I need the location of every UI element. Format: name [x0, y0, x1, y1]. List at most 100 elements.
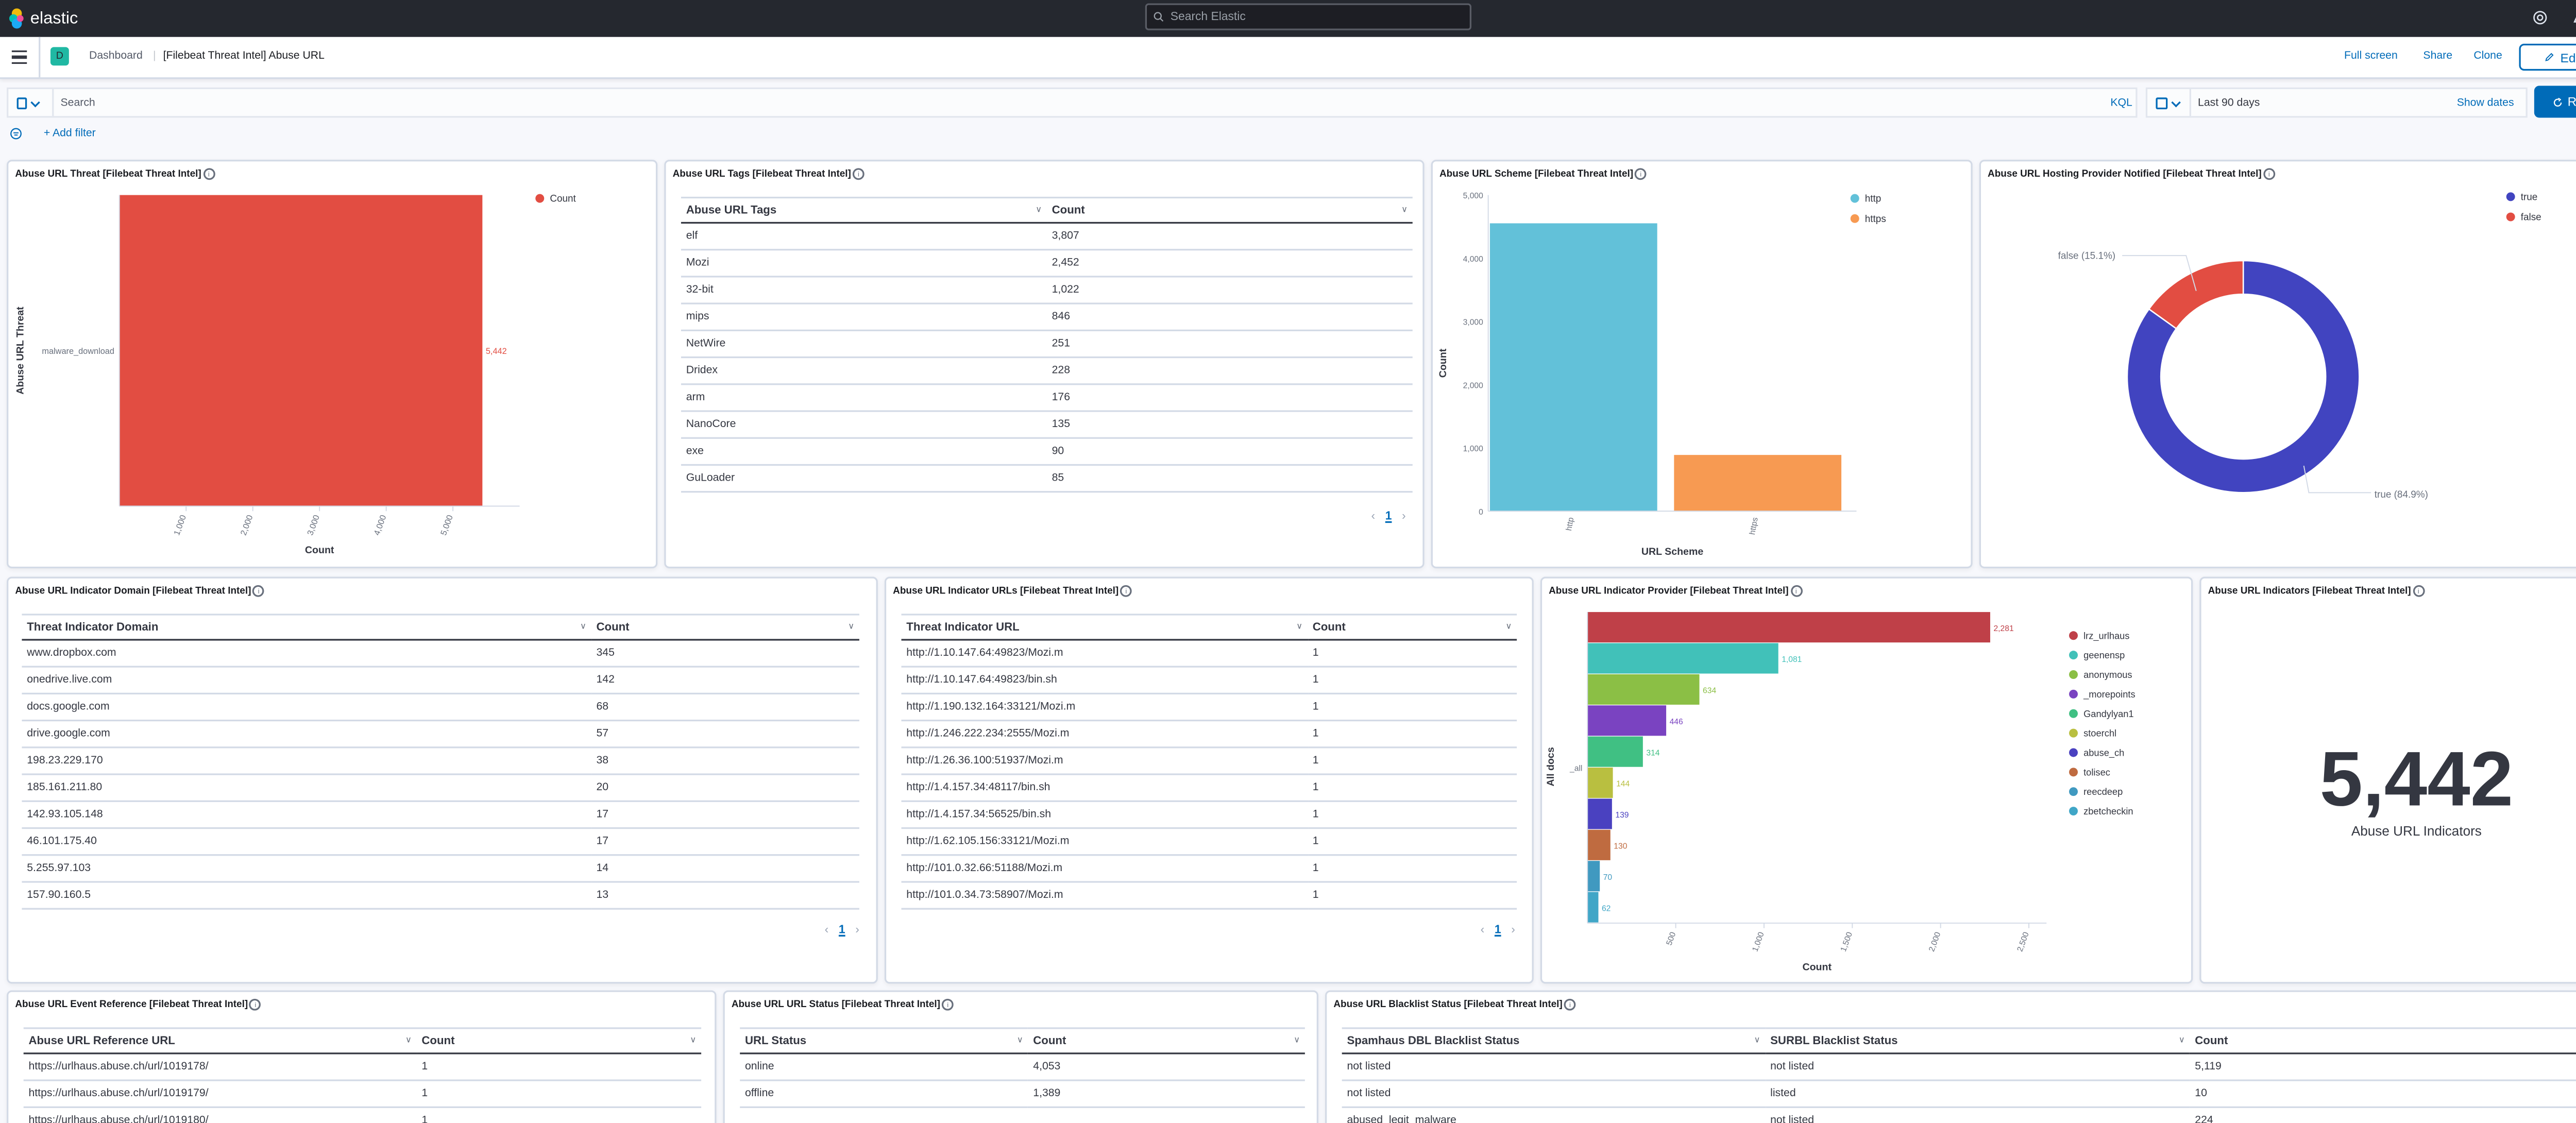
table-cell[interactable]: 224 — [2190, 1107, 2576, 1123]
table-cell[interactable]: 4,053 — [1028, 1053, 1305, 1081]
page-number-button[interactable]: 1 — [1494, 925, 1501, 937]
table-cell[interactable]: 2,452 — [1046, 249, 1413, 278]
legend-item[interactable]: tolisec — [2083, 767, 2110, 777]
table-cell[interactable]: 38 — [591, 747, 859, 775]
table-cell[interactable]: http://1.10.147.64:49823/Mozi.m — [901, 639, 1308, 668]
table-cell[interactable]: 10 — [2190, 1080, 2576, 1108]
chevron-down-icon[interactable]: ∨ — [848, 622, 855, 633]
info-icon[interactable]: i — [2263, 168, 2275, 180]
table-cell[interactable]: not listed — [1342, 1053, 1766, 1081]
table-cell[interactable]: online — [740, 1053, 1028, 1081]
table-cell[interactable]: 157.90.160.5 — [22, 881, 591, 910]
legend-item[interactable]: Gandylyan1 — [2083, 708, 2133, 719]
chevron-down-icon[interactable]: ∨ — [580, 622, 586, 633]
info-icon[interactable]: i — [252, 585, 265, 597]
legend-item[interactable]: anonymous — [2083, 669, 2132, 680]
news-feed-icon[interactable] — [2571, 10, 2576, 25]
table-cell[interactable]: 198.23.229.170 — [22, 747, 591, 775]
legend-item[interactable]: abuse_ch — [2083, 747, 2124, 758]
column-header[interactable]: Abuse URL Tags ∨ — [681, 196, 1047, 224]
table-cell[interactable]: 135 — [1046, 411, 1413, 439]
chevron-left-icon[interactable]: ‹ — [1480, 925, 1485, 937]
info-icon[interactable]: i — [1635, 168, 1647, 180]
chevron-left-icon[interactable]: ‹ — [1371, 511, 1376, 523]
chevron-down-icon[interactable] — [30, 97, 40, 108]
table-cell[interactable]: Dridex — [681, 357, 1047, 385]
table-cell[interactable]: 1 — [1307, 667, 1517, 695]
table-cell[interactable]: 142 — [591, 667, 859, 695]
info-icon[interactable]: i — [202, 168, 215, 180]
table-cell[interactable]: abused_legit_malware — [1342, 1107, 1766, 1123]
table-cell[interactable]: GuLoader — [681, 465, 1047, 493]
table-cell[interactable]: http://101.0.32.66:51188/Mozi.m — [901, 855, 1308, 883]
chevron-left-icon[interactable]: ‹ — [824, 925, 829, 937]
table-cell[interactable]: NanoCore — [681, 411, 1047, 439]
table-cell[interactable]: exe — [681, 438, 1047, 466]
table-cell[interactable]: 1 — [1307, 855, 1517, 883]
table-cell[interactable]: 14 — [591, 855, 859, 883]
share-link[interactable]: Share — [2423, 50, 2453, 62]
breadcrumb-dashboard[interactable]: Dashboard — [89, 50, 143, 62]
column-header[interactable]: Count∨ — [2190, 1027, 2576, 1054]
time-range[interactable]: Last 90 days — [2198, 97, 2260, 110]
table-cell[interactable]: 1 — [1307, 801, 1517, 829]
filter-options-icon[interactable] — [10, 128, 22, 140]
table-cell[interactable]: not listed — [1342, 1080, 1766, 1108]
query-search-input[interactable]: Search — [60, 97, 95, 110]
table-cell[interactable]: 1 — [416, 1080, 702, 1108]
global-search-input[interactable]: Search Elastic — [1145, 3, 1471, 30]
elastic-logo[interactable]: elastic — [8, 7, 78, 30]
info-icon[interactable]: i — [1790, 585, 1802, 597]
table-cell[interactable]: 5,119 — [2190, 1053, 2576, 1081]
table-cell[interactable]: http://1.246.222.234:2555/Mozi.m — [901, 720, 1308, 748]
table-cell[interactable]: https://urlhaus.abuse.ch/url/1019178/ — [23, 1053, 417, 1081]
column-header[interactable]: Count∨ — [1307, 614, 1517, 641]
table-cell[interactable]: 846 — [1046, 303, 1413, 332]
table-cell[interactable]: 1 — [1307, 774, 1517, 802]
info-icon[interactable]: i — [1120, 585, 1132, 597]
table-cell[interactable]: 1,389 — [1028, 1080, 1305, 1108]
table-cell[interactable]: onedrive.live.com — [22, 667, 591, 695]
table-cell[interactable]: elf — [681, 223, 1047, 251]
table-cell[interactable]: https://urlhaus.abuse.ch/url/1019180/ — [23, 1107, 417, 1123]
page-number-button[interactable]: 1 — [838, 925, 845, 937]
table-cell[interactable]: http://1.4.157.34:56525/bin.sh — [901, 801, 1308, 829]
info-icon[interactable]: i — [249, 998, 262, 1011]
kql-toggle[interactable]: KQL — [2110, 97, 2132, 110]
table-cell[interactable]: NetWire — [681, 330, 1047, 359]
table-cell[interactable]: http://1.62.105.156:33121/Mozi.m — [901, 828, 1308, 856]
legend-item[interactable]: https — [1865, 214, 1886, 225]
column-header[interactable]: SURBL Blacklist Status ∨ — [1765, 1027, 2190, 1054]
legend-item[interactable]: zbetcheckin — [2083, 806, 2133, 816]
table-cell[interactable]: 20 — [591, 774, 859, 802]
column-header[interactable]: URL Status ∨ — [740, 1027, 1028, 1054]
column-header[interactable]: Abuse URL Reference URL ∨ — [23, 1027, 417, 1054]
table-cell[interactable]: 57 — [591, 720, 859, 748]
table-cell[interactable]: Mozi — [681, 249, 1047, 278]
column-header[interactable]: Spamhaus DBL Blacklist Status ∨ — [1342, 1027, 1766, 1054]
saved-query-icon[interactable] — [16, 96, 27, 109]
chevron-down-icon[interactable]: ∨ — [1296, 622, 1303, 633]
info-icon[interactable]: i — [1564, 998, 1576, 1011]
clone-link[interactable]: Clone — [2473, 50, 2502, 62]
table-cell[interactable]: docs.google.com — [22, 693, 591, 722]
table-cell[interactable]: offline — [740, 1080, 1028, 1108]
table-cell[interactable]: listed — [1765, 1080, 2190, 1108]
table-cell[interactable]: not listed — [1765, 1107, 2190, 1123]
legend-item[interactable]: _morepoints — [2083, 689, 2136, 700]
add-filter-button[interactable]: + Add filter — [43, 128, 96, 140]
table-cell[interactable]: not listed — [1765, 1053, 2190, 1081]
table-cell[interactable]: 1 — [1307, 747, 1517, 775]
chevron-down-icon[interactable]: ∨ — [690, 1035, 697, 1046]
menu-icon[interactable] — [11, 50, 27, 64]
table-cell[interactable]: 32-bit — [681, 276, 1047, 304]
legend-item[interactable]: Count — [550, 194, 576, 205]
space-avatar[interactable]: D — [50, 47, 69, 66]
column-header[interactable]: Count∨ — [1046, 196, 1413, 224]
chevron-down-icon[interactable] — [2171, 97, 2181, 108]
chevron-down-icon[interactable]: ∨ — [405, 1035, 412, 1046]
edit-button[interactable]: Edit — [2519, 43, 2576, 71]
column-header[interactable]: Threat Indicator Domain ∨ — [22, 614, 591, 641]
table-cell[interactable]: 5.255.97.103 — [22, 855, 591, 883]
table-cell[interactable]: http://1.4.157.34:48117/bin.sh — [901, 774, 1308, 802]
